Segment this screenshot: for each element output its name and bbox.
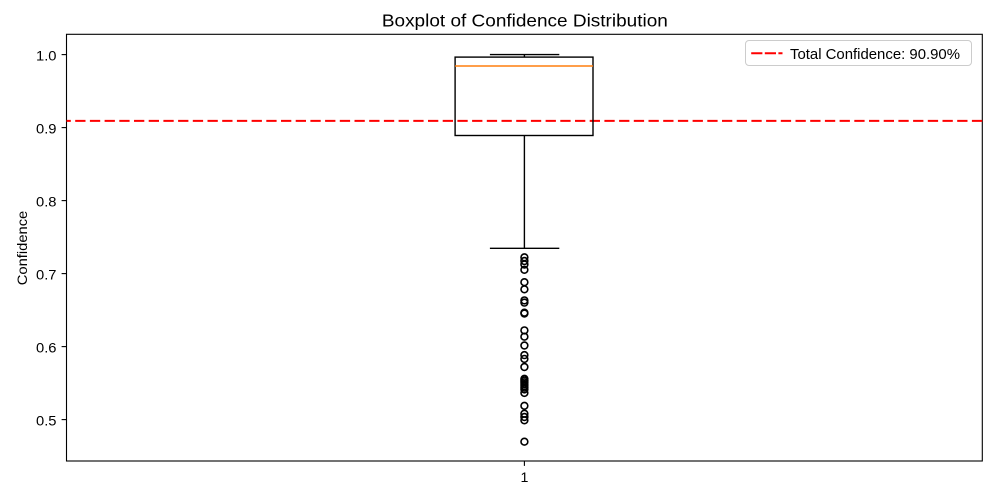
svg-text:Total Confidence: 90.90%: Total Confidence: 90.90% <box>790 47 960 63</box>
svg-text:1: 1 <box>521 470 529 486</box>
svg-text:Confidence: Confidence <box>15 211 31 286</box>
svg-text:0.5: 0.5 <box>36 413 57 429</box>
svg-text:0.9: 0.9 <box>36 121 57 137</box>
svg-text:0.8: 0.8 <box>36 194 57 210</box>
svg-text:1.0: 1.0 <box>36 48 57 64</box>
svg-text:0.6: 0.6 <box>36 340 57 356</box>
svg-text:0.7: 0.7 <box>36 267 57 283</box>
svg-text:Boxplot of Confidence Distribu: Boxplot of Confidence Distribution <box>382 11 668 31</box>
